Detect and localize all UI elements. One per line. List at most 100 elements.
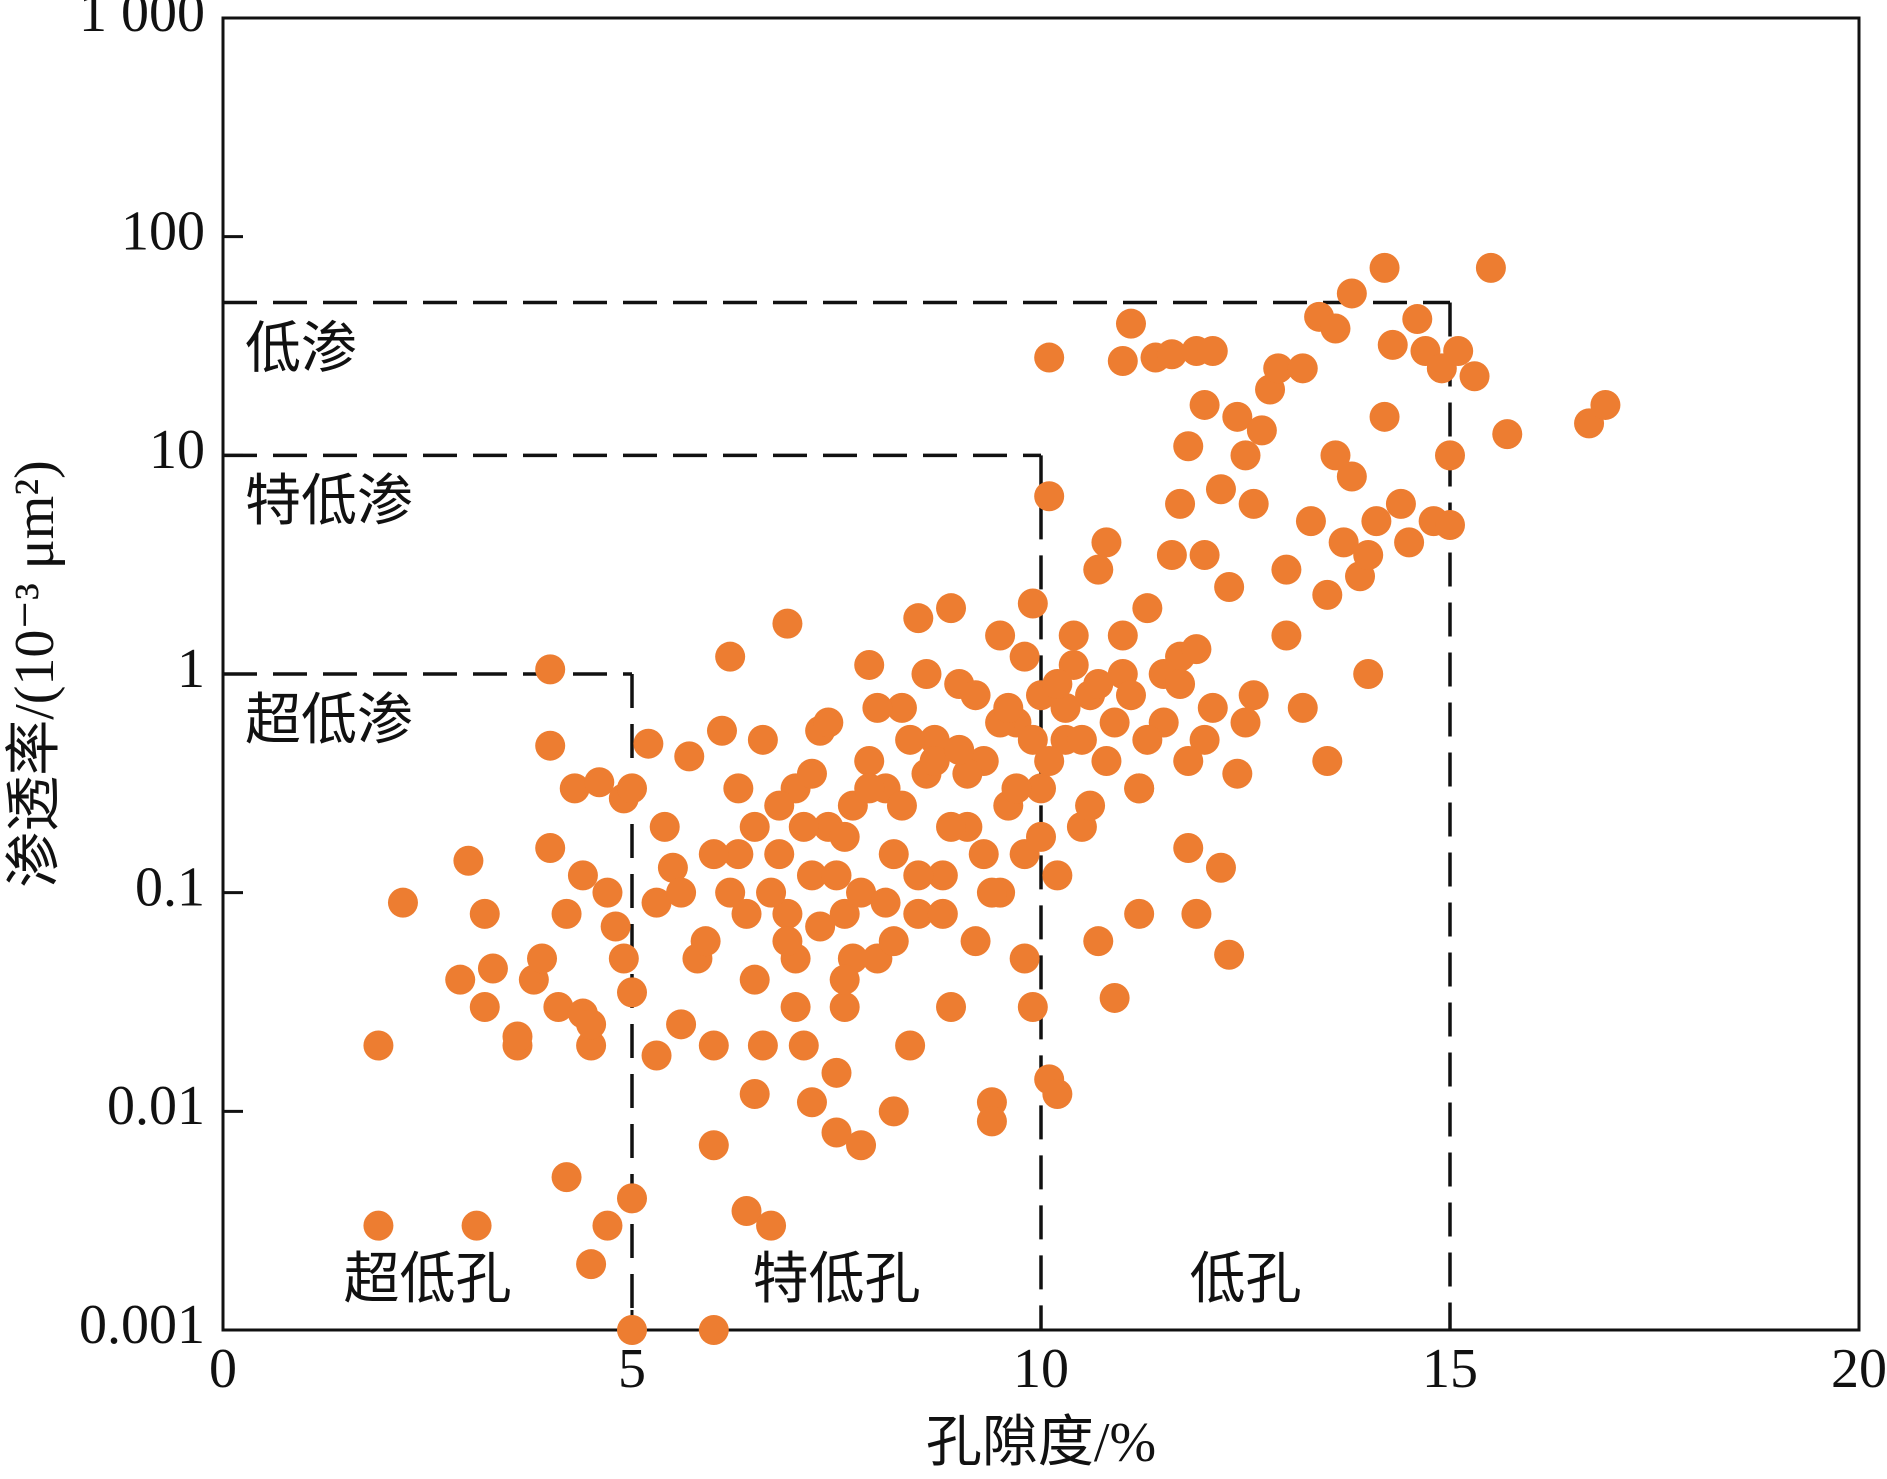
data-point [1173, 746, 1204, 777]
data-point [551, 898, 582, 929]
data-point [559, 773, 590, 804]
data-point [1034, 746, 1065, 777]
data-point [1050, 692, 1081, 723]
data-point [870, 887, 901, 918]
data-point [1271, 620, 1302, 651]
data-point [1156, 540, 1187, 571]
x-tick-label: 15 [1422, 1338, 1478, 1400]
data-point [1443, 336, 1474, 367]
data-point [567, 860, 598, 891]
data-point [600, 911, 631, 942]
data-point [878, 1096, 909, 1127]
y-axis-label: 渗透率/(10⁻³ μm²) [4, 460, 66, 888]
permeability-class: 超低渗 [245, 690, 413, 752]
data-point [1165, 488, 1196, 519]
data-point [535, 654, 566, 685]
data-point [363, 1210, 394, 1241]
data-point [592, 877, 623, 908]
data-point [477, 953, 508, 984]
data-point [1222, 758, 1253, 789]
data-point [1222, 401, 1253, 432]
data-point [1156, 339, 1187, 370]
data-point [1132, 724, 1163, 755]
data-point [1107, 620, 1138, 651]
data-point [1361, 506, 1392, 537]
data-point [1124, 898, 1155, 929]
data-point [1459, 361, 1490, 392]
data-point [461, 1210, 492, 1241]
data-point [1107, 346, 1138, 377]
data-point [747, 724, 778, 755]
data-point [854, 773, 885, 804]
data-point [895, 724, 926, 755]
data-point [854, 746, 885, 777]
data-point [1042, 669, 1073, 700]
data-point [1287, 692, 1318, 723]
data-point [960, 926, 991, 957]
data-point [1189, 724, 1220, 755]
data-point [1287, 353, 1318, 384]
permeability-class: 低渗 [245, 318, 357, 380]
data-point [535, 730, 566, 761]
data-point [1214, 571, 1245, 602]
data-point [1353, 540, 1384, 571]
data-point [1214, 939, 1245, 970]
data-point [747, 1030, 778, 1061]
data-point [1026, 821, 1056, 852]
data-point [617, 1315, 647, 1345]
data-point [1435, 510, 1465, 541]
data-point [576, 1009, 607, 1040]
data-point [1017, 588, 1048, 619]
data-point [1590, 389, 1621, 420]
data-point [829, 821, 860, 852]
data-point [723, 839, 754, 870]
data-point [1091, 746, 1122, 777]
data-point [1271, 554, 1302, 585]
data-point [739, 811, 770, 842]
data-point [1189, 389, 1220, 420]
data-point [1132, 593, 1163, 624]
y-tick-label: 0.001 [79, 1294, 205, 1356]
data-point [1017, 992, 1048, 1023]
data-point [1026, 773, 1056, 804]
data-point [1263, 353, 1294, 384]
data-point [772, 926, 803, 957]
x-tick-label: 5 [618, 1338, 646, 1400]
data-point [469, 898, 500, 929]
data-point [387, 887, 418, 918]
data-point [1492, 419, 1523, 450]
data-point [813, 707, 844, 738]
data-point [846, 877, 877, 908]
data-point [1475, 252, 1506, 283]
data-point [1205, 474, 1236, 505]
data-point [1099, 707, 1130, 738]
data-point [641, 1040, 672, 1071]
data-point [1083, 669, 1114, 700]
y-tick-label: 100 [121, 201, 205, 263]
data-point [1385, 488, 1416, 519]
data-point [1115, 680, 1146, 711]
data-point [780, 992, 811, 1023]
data-point [1230, 440, 1261, 471]
data-point [788, 1030, 819, 1061]
data-point [1042, 860, 1073, 891]
data-point [927, 860, 958, 891]
permeability-class: 特低渗 [245, 471, 413, 533]
x-tick-label: 10 [1013, 1338, 1069, 1400]
data-point [453, 845, 484, 876]
data-point [1320, 313, 1351, 344]
data-point [796, 758, 827, 789]
data-point [698, 839, 729, 870]
y-tick-label: 1 000 [79, 0, 205, 44]
data-point [936, 992, 967, 1023]
y-tick-label: 0.1 [135, 857, 205, 919]
data-point [854, 649, 885, 680]
data-point [1238, 488, 1269, 519]
y-tick-label: 0.01 [107, 1075, 205, 1137]
data-point [1173, 431, 1204, 462]
porosity-class: 低孔 [1190, 1249, 1302, 1311]
data-point [1165, 669, 1196, 700]
data-point [1058, 620, 1089, 651]
data-point [674, 741, 705, 772]
data-point [1181, 898, 1212, 929]
